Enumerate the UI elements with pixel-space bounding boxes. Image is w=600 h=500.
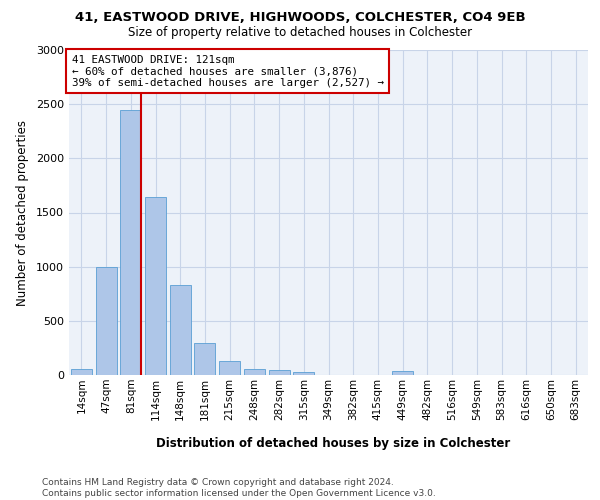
Bar (392, 371, 413, 375)
Text: Contains HM Land Registry data © Crown copyright and database right 2024.
Contai: Contains HM Land Registry data © Crown c… (42, 478, 436, 498)
Bar (293, 372, 314, 375)
Bar (269, 370, 290, 375)
Bar (120, 110, 141, 375)
Bar (145, 198, 166, 375)
Text: 41, EASTWOOD DRIVE, HIGHWOODS, COLCHESTER, CO4 9EB: 41, EASTWOOD DRIVE, HIGHWOODS, COLCHESTE… (74, 11, 526, 24)
Text: Distribution of detached houses by size in Colchester: Distribution of detached houses by size … (156, 438, 510, 450)
Bar (244, 369, 265, 375)
Bar (95, 266, 116, 375)
Bar (71, 368, 92, 375)
Y-axis label: Number of detached properties: Number of detached properties (16, 120, 29, 306)
Bar (219, 361, 240, 375)
Text: 41 EASTWOOD DRIVE: 121sqm
← 60% of detached houses are smaller (3,876)
39% of se: 41 EASTWOOD DRIVE: 121sqm ← 60% of detac… (71, 55, 383, 88)
Bar (170, 285, 191, 375)
Bar (194, 342, 215, 375)
Text: Size of property relative to detached houses in Colchester: Size of property relative to detached ho… (128, 26, 472, 39)
